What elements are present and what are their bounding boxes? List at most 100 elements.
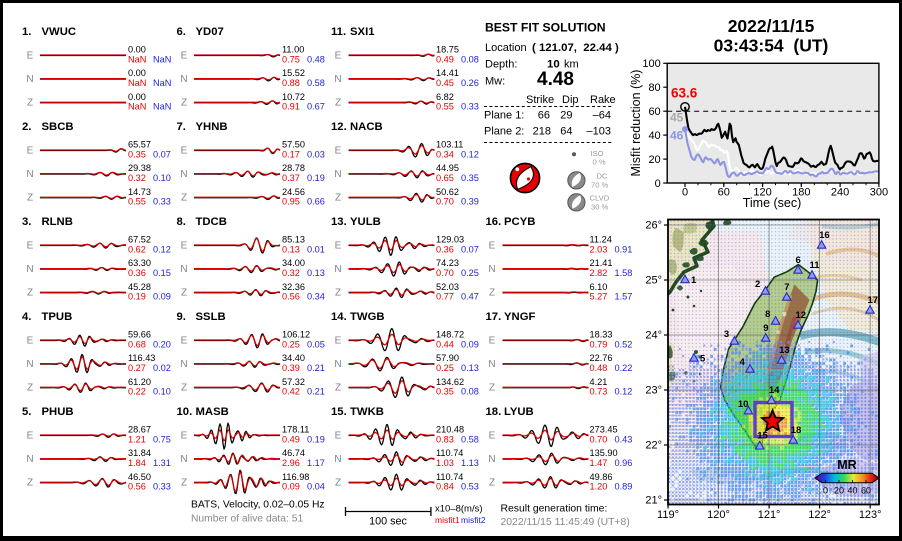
svg-text:Z: Z	[181, 193, 187, 204]
svg-text:178.11: 178.11	[282, 425, 309, 435]
svg-text:( 121.07, 22.44 ): ( 121.07, 22.44 )	[532, 42, 619, 54]
svg-text:1.20: 1.20	[590, 482, 608, 492]
svg-text:2: 2	[755, 279, 760, 290]
svg-text:9.: 9.	[177, 311, 186, 323]
svg-text:46.50: 46.50	[128, 472, 151, 482]
svg-text:21.41: 21.41	[590, 258, 613, 268]
svg-text:0.53: 0.53	[461, 482, 479, 492]
svg-text:PHUB: PHUB	[42, 406, 74, 418]
svg-text:E: E	[489, 431, 496, 442]
svg-text:46.74: 46.74	[282, 448, 305, 458]
svg-text:6.82: 6.82	[436, 92, 454, 102]
svg-text:NaN: NaN	[153, 102, 171, 112]
svg-text:0.09: 0.09	[282, 482, 300, 492]
svg-text:0.34: 0.34	[307, 292, 325, 302]
svg-text:15.: 15.	[331, 406, 347, 418]
svg-text:BEST FIT SOLUTION: BEST FIT SOLUTION	[485, 20, 606, 34]
svg-text:8.: 8.	[177, 216, 186, 228]
svg-text:45: 45	[670, 111, 684, 125]
svg-text:ISO: ISO	[591, 149, 604, 158]
svg-text:N: N	[26, 264, 33, 275]
svg-text:0.79: 0.79	[590, 339, 608, 349]
svg-text:Z: Z	[181, 383, 187, 394]
svg-text:40: 40	[648, 130, 660, 142]
svg-text:6: 6	[796, 255, 801, 266]
svg-text:0.68: 0.68	[128, 339, 146, 349]
svg-text:0.56: 0.56	[282, 292, 300, 302]
svg-text:0.13: 0.13	[282, 244, 300, 254]
svg-text:110.74: 110.74	[436, 472, 463, 482]
svg-text:BATS, Velocity, 0.02–0.05 Hz: BATS, Velocity, 0.02–0.05 Hz	[191, 500, 325, 511]
svg-text:120: 120	[753, 187, 771, 199]
svg-text:Strike: Strike	[526, 94, 554, 106]
svg-text:0.91: 0.91	[615, 244, 633, 254]
svg-text:0.52: 0.52	[615, 339, 633, 349]
svg-text:Time (sec): Time (sec)	[743, 196, 802, 210]
svg-text:Dip: Dip	[562, 94, 579, 106]
svg-text:Z: Z	[181, 288, 187, 299]
svg-text:TWKB: TWKB	[350, 406, 384, 418]
svg-text:0.84: 0.84	[436, 482, 454, 492]
svg-text:0.95: 0.95	[282, 197, 300, 207]
svg-text:0.12: 0.12	[461, 149, 479, 159]
svg-text:0.37: 0.37	[282, 173, 300, 183]
svg-text:4: 4	[740, 357, 746, 368]
svg-text:12.: 12.	[331, 121, 347, 133]
svg-text:E: E	[181, 431, 188, 442]
svg-text:E: E	[181, 51, 188, 62]
svg-text:0.27: 0.27	[128, 363, 146, 373]
svg-text:E: E	[335, 241, 342, 252]
svg-text:0.07: 0.07	[153, 149, 171, 159]
svg-text:0.13: 0.13	[307, 268, 325, 278]
svg-text:3: 3	[724, 329, 729, 340]
svg-text:49.86: 49.86	[590, 472, 613, 482]
svg-text:60: 60	[861, 486, 871, 496]
svg-text:40: 40	[847, 486, 857, 496]
svg-text:Z: Z	[489, 478, 495, 489]
svg-text:N: N	[180, 454, 187, 465]
svg-text:8: 8	[765, 309, 770, 320]
svg-text:0.35: 0.35	[436, 387, 454, 397]
svg-text:64: 64	[560, 125, 572, 137]
svg-text:misfit2: misfit2	[461, 515, 486, 525]
svg-text:103.11: 103.11	[436, 140, 463, 150]
svg-text:N: N	[26, 74, 33, 85]
svg-text:Rake: Rake	[590, 94, 616, 106]
svg-text:60: 60	[648, 106, 660, 118]
svg-text:0.33: 0.33	[461, 102, 479, 112]
svg-text:03:43:54 (UT): 03:43:54 (UT)	[714, 36, 829, 56]
svg-text:Z: Z	[27, 288, 33, 299]
svg-text:0.19: 0.19	[307, 173, 325, 183]
svg-text:0.22: 0.22	[615, 363, 633, 373]
svg-text:0.65: 0.65	[436, 173, 454, 183]
svg-text:N: N	[26, 359, 33, 370]
svg-text:4.48: 4.48	[537, 69, 574, 90]
svg-text:44.95: 44.95	[436, 163, 459, 173]
svg-text:YHNB: YHNB	[196, 121, 228, 133]
svg-text:0: 0	[655, 178, 661, 190]
svg-text:1.58: 1.58	[615, 268, 633, 278]
svg-text:TDCB: TDCB	[196, 216, 227, 228]
svg-text:RLNB: RLNB	[42, 216, 73, 228]
svg-text:22°: 22°	[645, 440, 662, 452]
svg-text:Plane 2:: Plane 2:	[484, 125, 524, 137]
svg-text:46: 46	[670, 129, 684, 143]
svg-text:0.25: 0.25	[436, 363, 454, 373]
svg-text:148.72: 148.72	[436, 330, 464, 340]
svg-text:60: 60	[718, 187, 730, 199]
svg-text:Number of alive data: 51: Number of alive data: 51	[191, 514, 303, 525]
svg-text:0.35: 0.35	[128, 149, 146, 159]
svg-text:0.00: 0.00	[128, 92, 146, 102]
svg-text:TPUB: TPUB	[42, 311, 73, 323]
svg-text:0.33: 0.33	[153, 197, 171, 207]
svg-text:45.28: 45.28	[128, 282, 151, 292]
svg-text:N: N	[180, 359, 187, 370]
svg-text:0.96: 0.96	[615, 458, 633, 468]
svg-text:CLVD: CLVD	[590, 194, 610, 203]
svg-text:5.: 5.	[22, 406, 31, 418]
svg-text:x10–8(m/s): x10–8(m/s)	[435, 504, 483, 515]
svg-text:14.: 14.	[331, 311, 347, 323]
svg-text:0.48: 0.48	[307, 54, 325, 64]
svg-text:6.10: 6.10	[590, 282, 608, 292]
svg-text:0 %: 0 %	[593, 158, 606, 167]
